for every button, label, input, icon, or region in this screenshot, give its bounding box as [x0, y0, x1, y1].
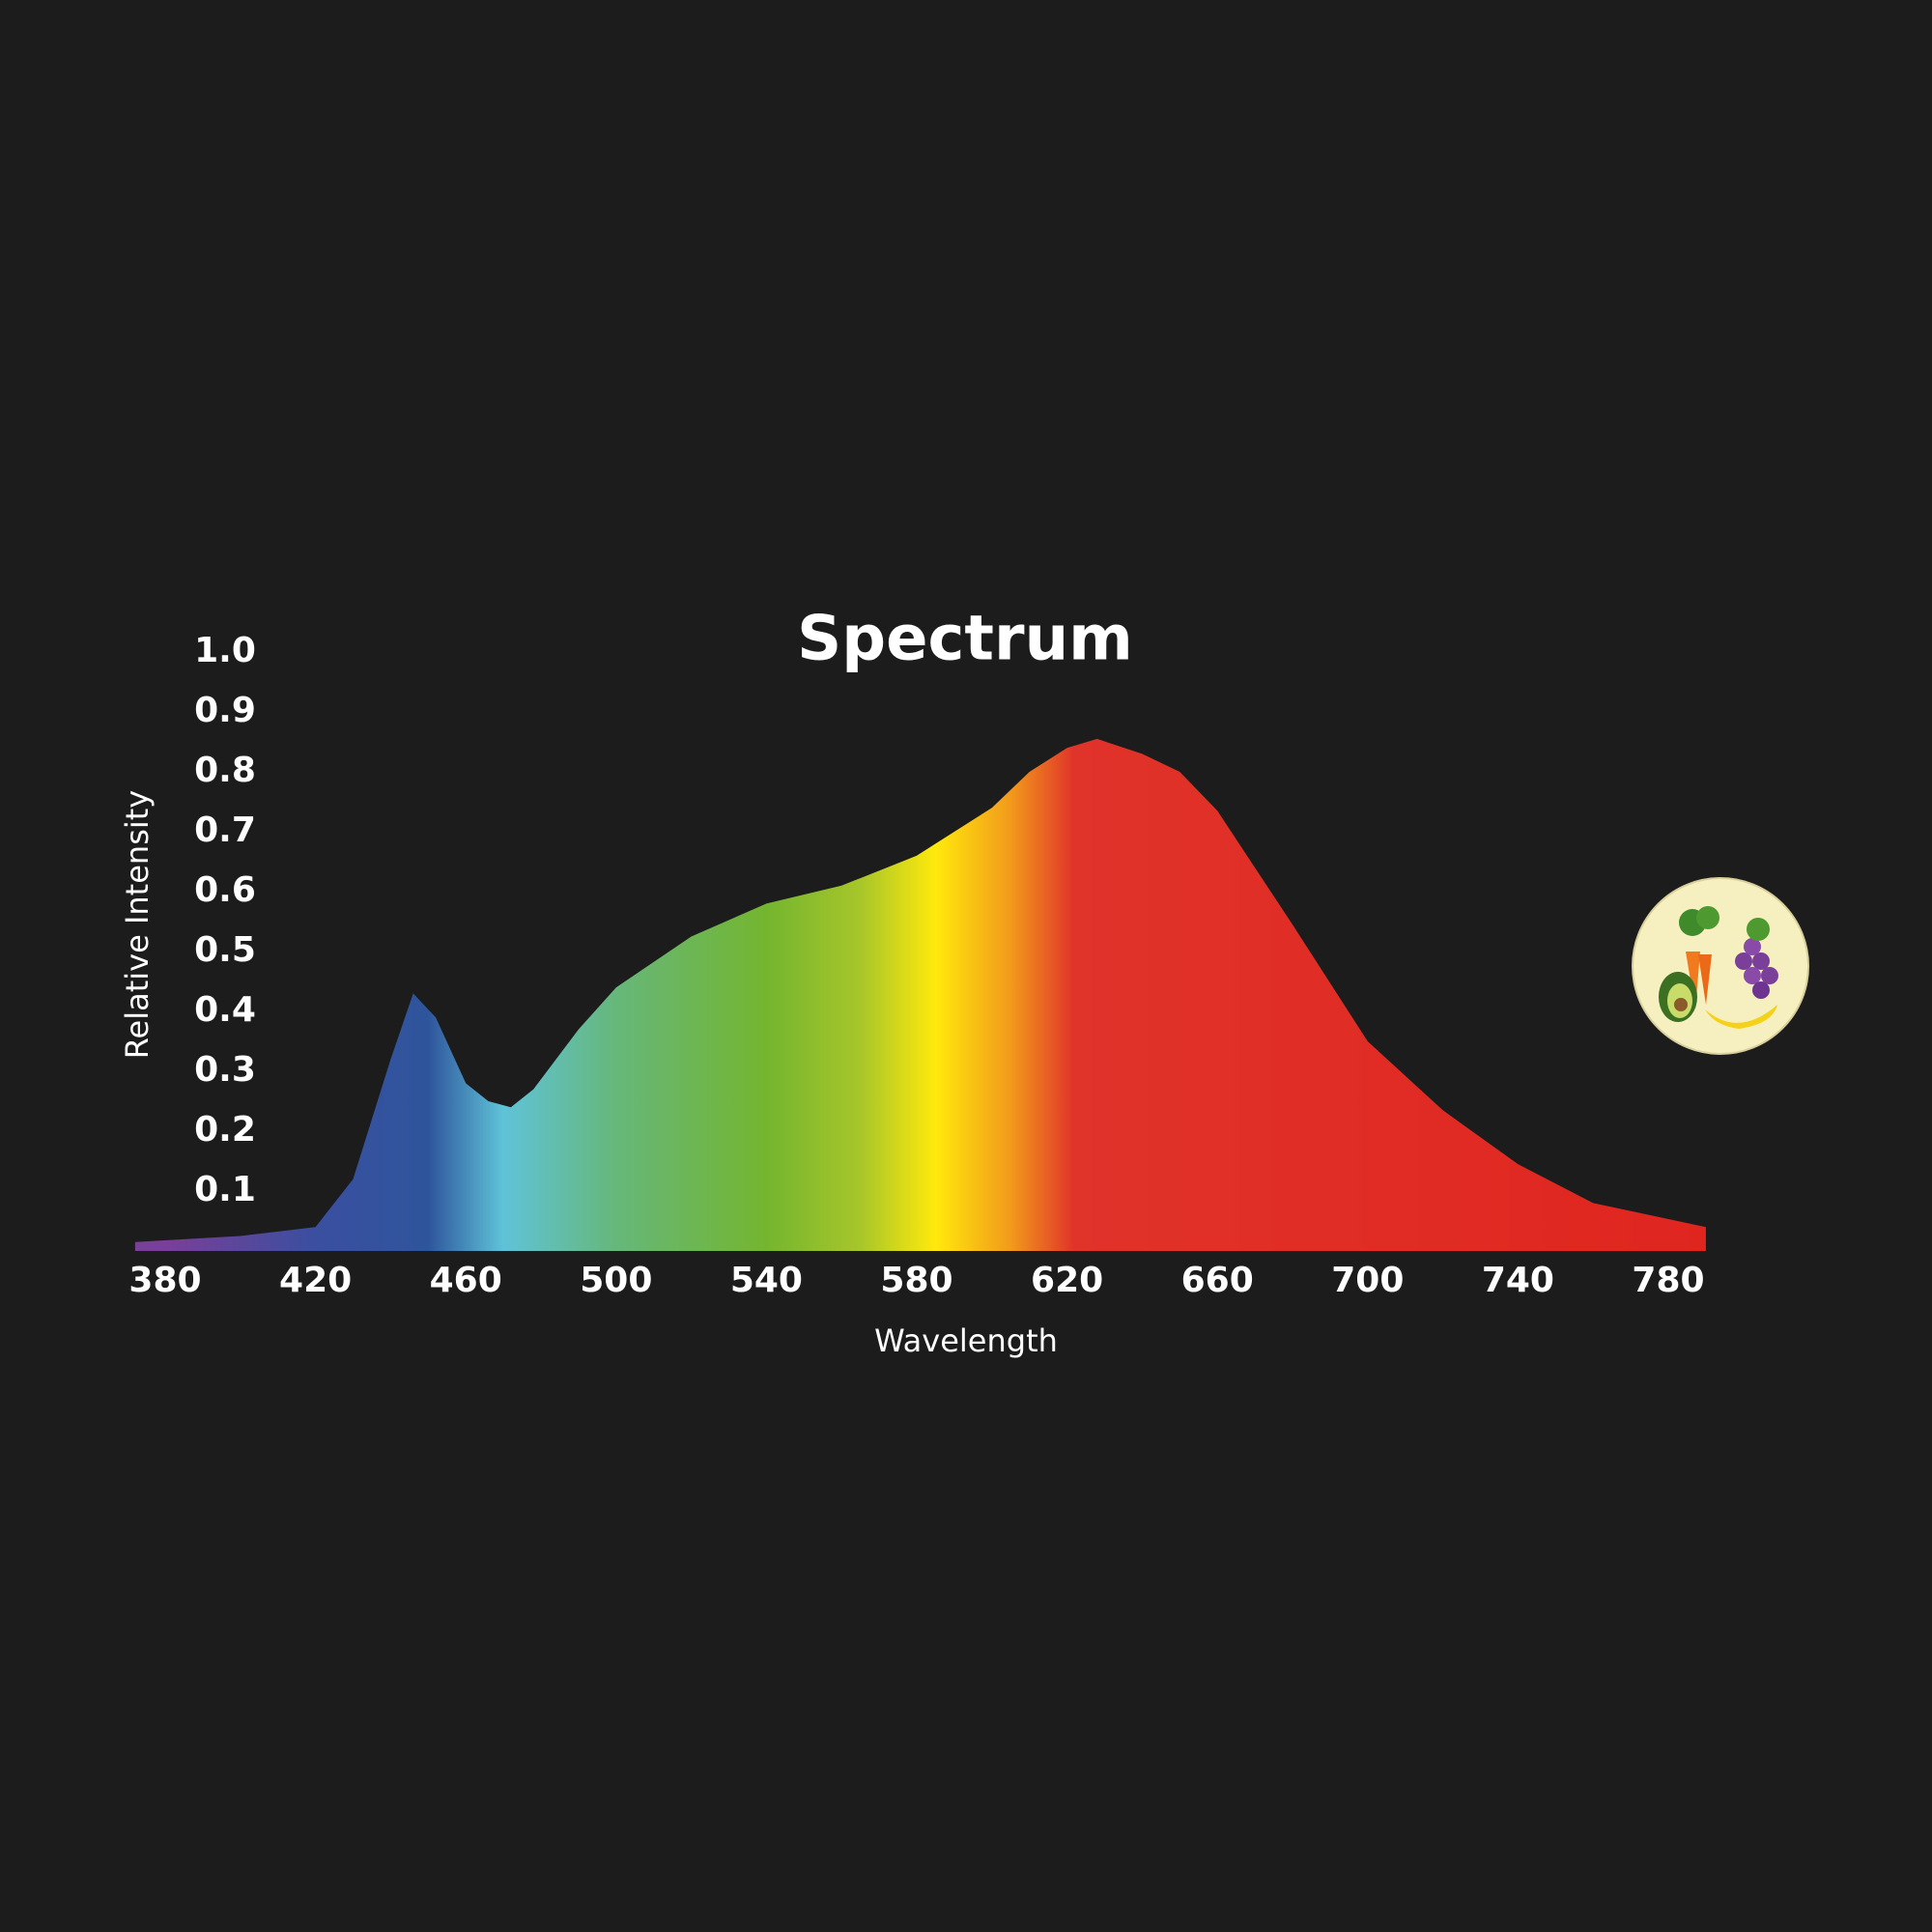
x-tick-label: 380: [128, 1261, 201, 1300]
x-tick-label: 420: [279, 1261, 352, 1300]
y-tick-label: 0.7: [194, 810, 256, 850]
y-tick-label: 1.0: [194, 631, 256, 670]
x-tick-label: 740: [1482, 1261, 1554, 1300]
y-tick-label: 0.4: [194, 990, 256, 1030]
x-tick-label: 500: [580, 1261, 652, 1300]
y-tick-label: 0.9: [194, 691, 256, 730]
x-tick-label: 540: [730, 1261, 803, 1300]
y-tick-label: 0.1: [194, 1170, 256, 1209]
x-tick-label: 700: [1331, 1261, 1404, 1300]
y-tick-label: 0.8: [194, 751, 256, 790]
x-tick-label: 620: [1031, 1261, 1103, 1300]
y-tick-label: 0.3: [194, 1050, 256, 1090]
x-tick-label: 460: [430, 1261, 502, 1300]
y-tick-label: 0.2: [194, 1110, 256, 1150]
x-tick-label: 580: [880, 1261, 952, 1300]
y-tick-label: 0.6: [194, 870, 256, 910]
x-axis-label: Wavelength: [874, 1322, 1058, 1359]
y-axis-label: Relative Intensity: [119, 790, 156, 1060]
y-tick-label: 0.5: [194, 930, 256, 970]
spectrum-area: [134, 738, 1706, 1251]
produce-icon: [1632, 877, 1809, 1055]
x-tick-label: 660: [1181, 1261, 1254, 1300]
x-tick-label: 780: [1632, 1261, 1704, 1300]
chart-title: Spectrum: [797, 604, 1133, 675]
